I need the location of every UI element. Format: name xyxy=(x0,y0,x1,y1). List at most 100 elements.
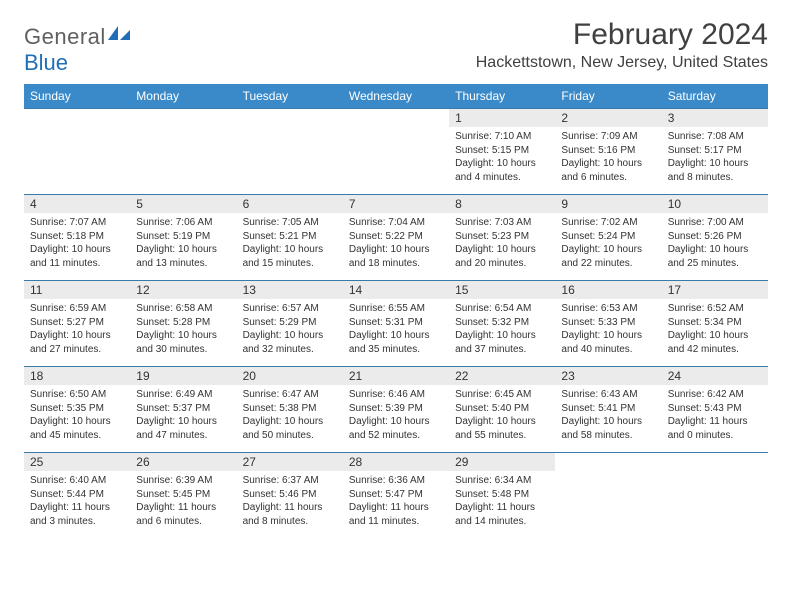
weekday-header: Friday xyxy=(555,84,661,109)
day-details: Sunrise: 6:39 AMSunset: 5:45 PMDaylight:… xyxy=(130,471,236,531)
day-number: 2 xyxy=(555,109,661,127)
day-number: 27 xyxy=(237,453,343,471)
calendar-day-cell: 27Sunrise: 6:37 AMSunset: 5:46 PMDayligh… xyxy=(237,453,343,539)
day-details: Sunrise: 7:03 AMSunset: 5:23 PMDaylight:… xyxy=(449,213,555,273)
page-header: General Blue February 2024 Hackettstown,… xyxy=(24,18,768,76)
day-number: 17 xyxy=(662,281,768,299)
day-details: Sunrise: 6:43 AMSunset: 5:41 PMDaylight:… xyxy=(555,385,661,445)
calendar-body: 1Sunrise: 7:10 AMSunset: 5:15 PMDaylight… xyxy=(24,109,768,539)
day-number: 5 xyxy=(130,195,236,213)
day-number: 23 xyxy=(555,367,661,385)
day-details: Sunrise: 6:34 AMSunset: 5:48 PMDaylight:… xyxy=(449,471,555,531)
day-number: 19 xyxy=(130,367,236,385)
calendar-day-cell: 20Sunrise: 6:47 AMSunset: 5:38 PMDayligh… xyxy=(237,367,343,453)
title-block: February 2024 Hackettstown, New Jersey, … xyxy=(476,18,768,72)
day-details: Sunrise: 6:45 AMSunset: 5:40 PMDaylight:… xyxy=(449,385,555,445)
day-number: 18 xyxy=(24,367,130,385)
day-number: 21 xyxy=(343,367,449,385)
logo-text-blue: Blue xyxy=(24,50,68,75)
day-details: Sunrise: 6:47 AMSunset: 5:38 PMDaylight:… xyxy=(237,385,343,445)
day-number: 11 xyxy=(24,281,130,299)
day-number: 3 xyxy=(662,109,768,127)
month-title: February 2024 xyxy=(476,18,768,52)
logo-sail-icon xyxy=(106,24,132,42)
calendar-empty-cell xyxy=(343,109,449,195)
weekday-header: Thursday xyxy=(449,84,555,109)
day-number: 9 xyxy=(555,195,661,213)
weekday-header: Wednesday xyxy=(343,84,449,109)
calendar-day-cell: 28Sunrise: 6:36 AMSunset: 5:47 PMDayligh… xyxy=(343,453,449,539)
day-number: 7 xyxy=(343,195,449,213)
calendar-day-cell: 5Sunrise: 7:06 AMSunset: 5:19 PMDaylight… xyxy=(130,195,236,281)
day-details: Sunrise: 7:07 AMSunset: 5:18 PMDaylight:… xyxy=(24,213,130,273)
day-number: 6 xyxy=(237,195,343,213)
day-details: Sunrise: 7:05 AMSunset: 5:21 PMDaylight:… xyxy=(237,213,343,273)
calendar-day-cell: 24Sunrise: 6:42 AMSunset: 5:43 PMDayligh… xyxy=(662,367,768,453)
day-number: 12 xyxy=(130,281,236,299)
day-number: 25 xyxy=(24,453,130,471)
calendar-day-cell: 1Sunrise: 7:10 AMSunset: 5:15 PMDaylight… xyxy=(449,109,555,195)
day-details: Sunrise: 7:00 AMSunset: 5:26 PMDaylight:… xyxy=(662,213,768,273)
calendar-day-cell: 7Sunrise: 7:04 AMSunset: 5:22 PMDaylight… xyxy=(343,195,449,281)
day-details: Sunrise: 6:36 AMSunset: 5:47 PMDaylight:… xyxy=(343,471,449,531)
day-details: Sunrise: 6:37 AMSunset: 5:46 PMDaylight:… xyxy=(237,471,343,531)
calendar-day-cell: 23Sunrise: 6:43 AMSunset: 5:41 PMDayligh… xyxy=(555,367,661,453)
day-details: Sunrise: 6:40 AMSunset: 5:44 PMDaylight:… xyxy=(24,471,130,531)
calendar-day-cell: 16Sunrise: 6:53 AMSunset: 5:33 PMDayligh… xyxy=(555,281,661,367)
day-number: 16 xyxy=(555,281,661,299)
weekday-header: Saturday xyxy=(662,84,768,109)
calendar-week-row: 11Sunrise: 6:59 AMSunset: 5:27 PMDayligh… xyxy=(24,281,768,367)
day-details: Sunrise: 7:04 AMSunset: 5:22 PMDaylight:… xyxy=(343,213,449,273)
calendar-day-cell: 9Sunrise: 7:02 AMSunset: 5:24 PMDaylight… xyxy=(555,195,661,281)
day-details: Sunrise: 6:52 AMSunset: 5:34 PMDaylight:… xyxy=(662,299,768,359)
day-details: Sunrise: 7:09 AMSunset: 5:16 PMDaylight:… xyxy=(555,127,661,187)
calendar-day-cell: 26Sunrise: 6:39 AMSunset: 5:45 PMDayligh… xyxy=(130,453,236,539)
calendar-day-cell: 12Sunrise: 6:58 AMSunset: 5:28 PMDayligh… xyxy=(130,281,236,367)
calendar-empty-cell xyxy=(662,453,768,539)
calendar-table: SundayMondayTuesdayWednesdayThursdayFrid… xyxy=(24,84,768,539)
calendar-day-cell: 15Sunrise: 6:54 AMSunset: 5:32 PMDayligh… xyxy=(449,281,555,367)
calendar-day-cell: 21Sunrise: 6:46 AMSunset: 5:39 PMDayligh… xyxy=(343,367,449,453)
weekday-header: Monday xyxy=(130,84,236,109)
day-number: 20 xyxy=(237,367,343,385)
calendar-day-cell: 2Sunrise: 7:09 AMSunset: 5:16 PMDaylight… xyxy=(555,109,661,195)
calendar-day-cell: 25Sunrise: 6:40 AMSunset: 5:44 PMDayligh… xyxy=(24,453,130,539)
calendar-day-cell: 11Sunrise: 6:59 AMSunset: 5:27 PMDayligh… xyxy=(24,281,130,367)
day-details: Sunrise: 6:58 AMSunset: 5:28 PMDaylight:… xyxy=(130,299,236,359)
weekday-header: Tuesday xyxy=(237,84,343,109)
day-details: Sunrise: 6:54 AMSunset: 5:32 PMDaylight:… xyxy=(449,299,555,359)
day-number: 22 xyxy=(449,367,555,385)
calendar-day-cell: 29Sunrise: 6:34 AMSunset: 5:48 PMDayligh… xyxy=(449,453,555,539)
day-details: Sunrise: 6:59 AMSunset: 5:27 PMDaylight:… xyxy=(24,299,130,359)
day-details: Sunrise: 6:57 AMSunset: 5:29 PMDaylight:… xyxy=(237,299,343,359)
day-details: Sunrise: 6:49 AMSunset: 5:37 PMDaylight:… xyxy=(130,385,236,445)
calendar-day-cell: 8Sunrise: 7:03 AMSunset: 5:23 PMDaylight… xyxy=(449,195,555,281)
calendar-day-cell: 17Sunrise: 6:52 AMSunset: 5:34 PMDayligh… xyxy=(662,281,768,367)
day-number: 8 xyxy=(449,195,555,213)
calendar-week-row: 25Sunrise: 6:40 AMSunset: 5:44 PMDayligh… xyxy=(24,453,768,539)
day-details: Sunrise: 7:06 AMSunset: 5:19 PMDaylight:… xyxy=(130,213,236,273)
day-number: 29 xyxy=(449,453,555,471)
day-number: 13 xyxy=(237,281,343,299)
calendar-day-cell: 10Sunrise: 7:00 AMSunset: 5:26 PMDayligh… xyxy=(662,195,768,281)
calendar-day-cell: 18Sunrise: 6:50 AMSunset: 5:35 PMDayligh… xyxy=(24,367,130,453)
calendar-week-row: 4Sunrise: 7:07 AMSunset: 5:18 PMDaylight… xyxy=(24,195,768,281)
calendar-empty-cell xyxy=(130,109,236,195)
calendar-page: General Blue February 2024 Hackettstown,… xyxy=(0,0,792,557)
calendar-header-row: SundayMondayTuesdayWednesdayThursdayFrid… xyxy=(24,84,768,109)
calendar-day-cell: 4Sunrise: 7:07 AMSunset: 5:18 PMDaylight… xyxy=(24,195,130,281)
calendar-day-cell: 19Sunrise: 6:49 AMSunset: 5:37 PMDayligh… xyxy=(130,367,236,453)
day-number: 28 xyxy=(343,453,449,471)
day-details: Sunrise: 6:50 AMSunset: 5:35 PMDaylight:… xyxy=(24,385,130,445)
day-details: Sunrise: 6:55 AMSunset: 5:31 PMDaylight:… xyxy=(343,299,449,359)
day-details: Sunrise: 7:08 AMSunset: 5:17 PMDaylight:… xyxy=(662,127,768,187)
day-details: Sunrise: 7:02 AMSunset: 5:24 PMDaylight:… xyxy=(555,213,661,273)
calendar-week-row: 18Sunrise: 6:50 AMSunset: 5:35 PMDayligh… xyxy=(24,367,768,453)
day-number: 1 xyxy=(449,109,555,127)
day-number: 24 xyxy=(662,367,768,385)
weekday-header: Sunday xyxy=(24,84,130,109)
day-details: Sunrise: 6:42 AMSunset: 5:43 PMDaylight:… xyxy=(662,385,768,445)
brand-logo: General Blue xyxy=(24,24,132,76)
day-number: 4 xyxy=(24,195,130,213)
day-details: Sunrise: 6:46 AMSunset: 5:39 PMDaylight:… xyxy=(343,385,449,445)
